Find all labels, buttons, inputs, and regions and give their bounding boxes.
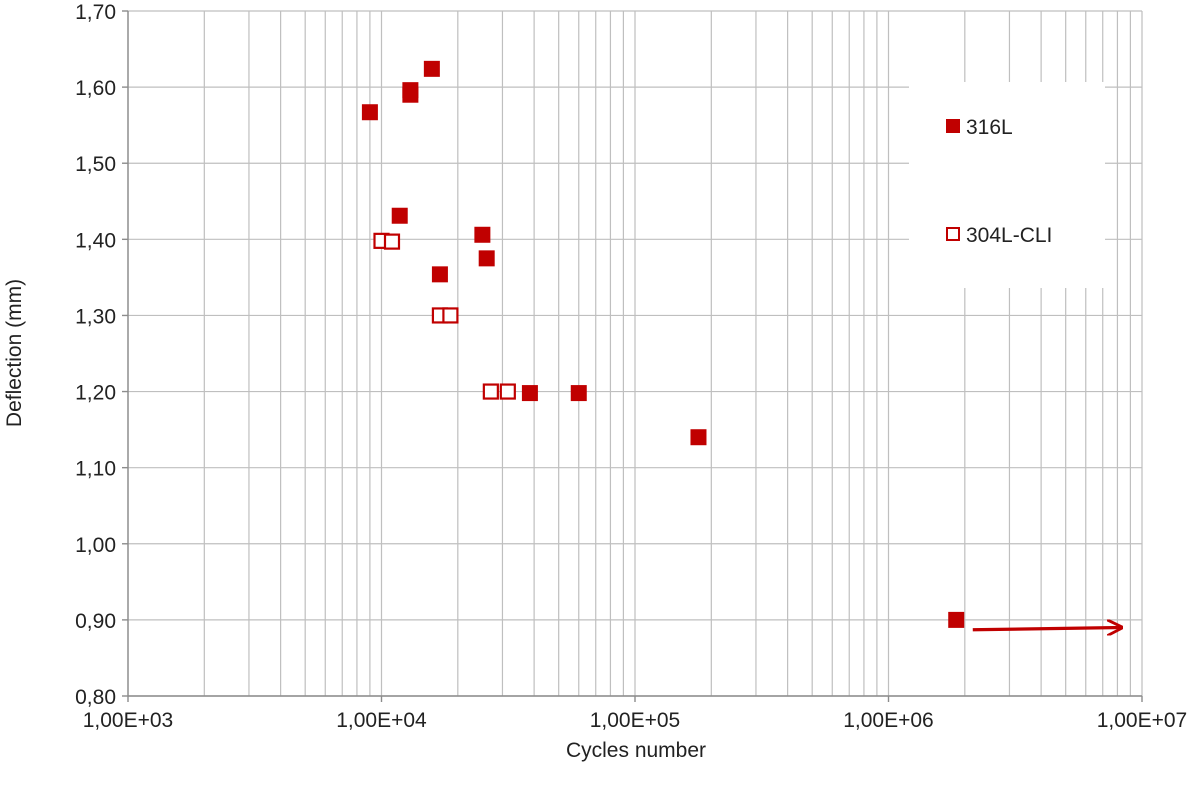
point-316l xyxy=(521,385,538,402)
x-tick-label: 1,00E+06 xyxy=(843,709,934,732)
point-304l-cli xyxy=(383,233,401,250)
point-316l xyxy=(431,266,448,283)
axes xyxy=(122,10,1143,702)
y-tick-label: 1,20 xyxy=(75,382,116,405)
point-316l xyxy=(570,385,587,402)
point-316l xyxy=(948,611,965,628)
legend-marker-open-square xyxy=(946,227,960,241)
point-316l xyxy=(423,60,440,77)
runout-arrow xyxy=(972,628,1122,630)
y-tick-label: 1,50 xyxy=(75,153,116,176)
y-tick-label: 1,70 xyxy=(75,1,116,24)
y-tick-labels: 0,80 0,90 1,00 1,10 1,20 1,30 1,40 1,50 1,60 1,70 xyxy=(75,1,116,709)
y-tick-label: 1,60 xyxy=(75,77,116,100)
x-axis-title: Cycles number xyxy=(566,739,706,762)
y-tick-label: 1,10 xyxy=(75,458,116,481)
annotations xyxy=(972,628,1122,630)
legend-label: 304L-CLI xyxy=(966,224,1052,247)
y-tick-label: 1,30 xyxy=(75,305,116,328)
x-tick-label: 1,00E+03 xyxy=(83,709,174,732)
y-tick-label: 1,40 xyxy=(75,229,116,252)
point-316l xyxy=(361,104,378,121)
data-points xyxy=(361,60,965,628)
x-tick-label: 1,00E+05 xyxy=(590,709,681,732)
legend-box xyxy=(909,82,1105,288)
x-tick-label: 1,00E+07 xyxy=(1097,709,1188,732)
point-316l xyxy=(478,250,495,267)
legend-label: 316L xyxy=(966,116,1013,139)
point-316l xyxy=(690,429,707,446)
point-316l xyxy=(391,207,408,224)
y-axis-title: Deflection (mm) xyxy=(3,279,26,427)
y-tick-label: 0,80 xyxy=(75,686,116,709)
point-304l-cli xyxy=(482,383,499,400)
point-316l xyxy=(474,226,491,243)
point-316l xyxy=(402,82,419,99)
legend-marker-filled-square xyxy=(946,119,960,133)
grid xyxy=(127,10,1143,697)
x-tick-labels: 1,00E+03 1,00E+04 1,00E+05 1,00E+06 1,00E+07 xyxy=(83,709,1188,732)
x-tick-label: 1,00E+04 xyxy=(336,709,427,732)
point-304l-cli xyxy=(442,307,459,324)
y-tick-label: 1,00 xyxy=(75,534,116,557)
legend: 316L 304L-CLI xyxy=(909,82,1105,288)
point-304l-cli xyxy=(499,383,516,400)
y-tick-label: 0,90 xyxy=(75,610,116,633)
